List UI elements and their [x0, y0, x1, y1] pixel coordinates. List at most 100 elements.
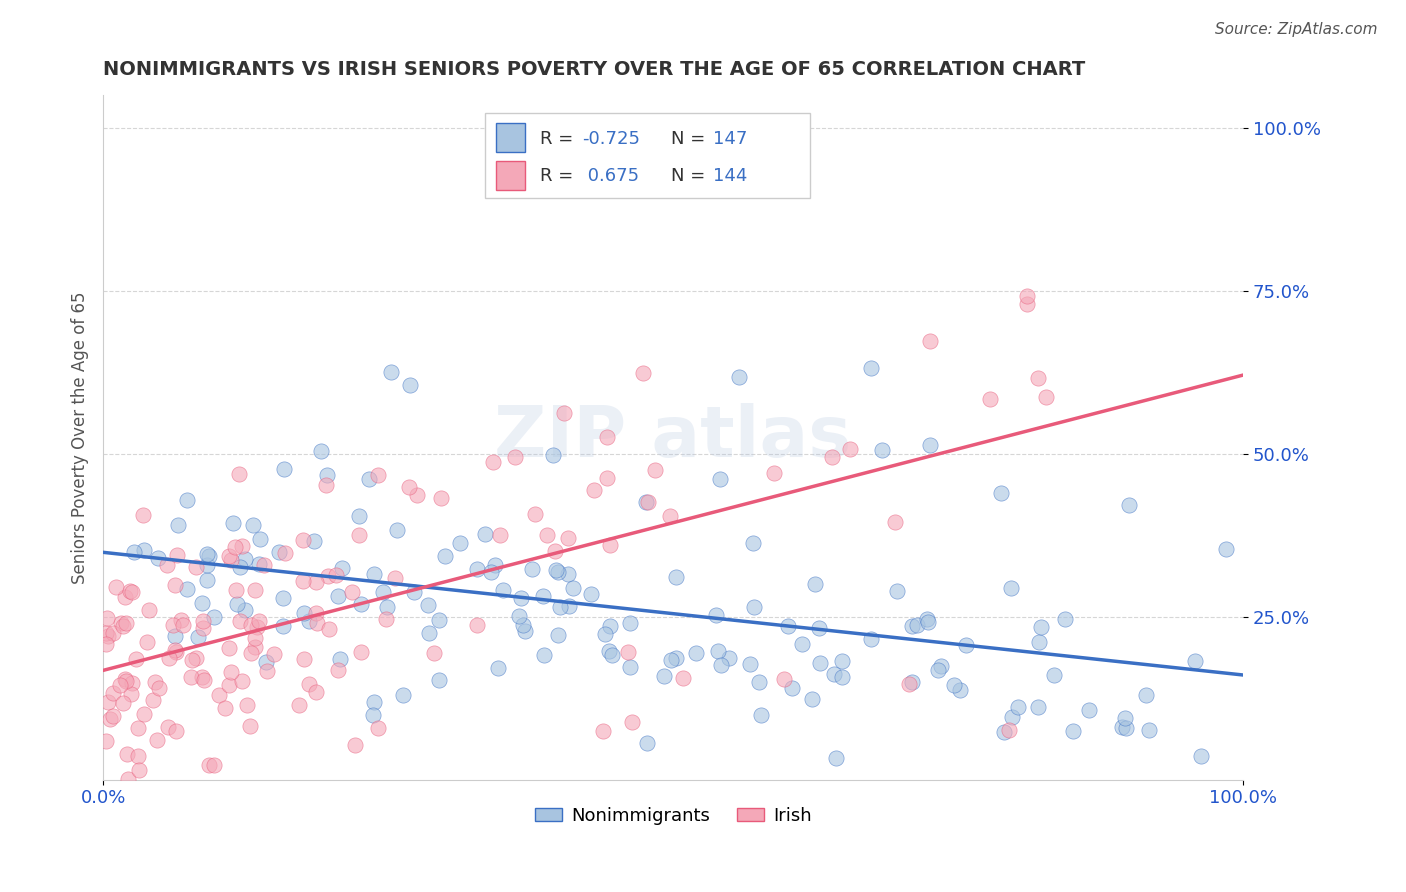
- Nonimmigrants: [859, 361, 882, 376]
- Nonimmigrants: [254, 655, 277, 669]
- Irish: [127, 748, 149, 763]
- Nonimmigrants: [148, 551, 170, 566]
- Irish: [839, 442, 862, 457]
- Irish: [198, 757, 221, 772]
- Nonimmigrants: [562, 581, 585, 595]
- Nonimmigrants: [449, 536, 471, 550]
- Irish: [488, 528, 510, 542]
- Irish: [186, 650, 208, 665]
- Irish: [218, 549, 240, 564]
- Irish: [247, 614, 270, 628]
- Irish: [315, 478, 337, 492]
- Nonimmigrants: [309, 444, 332, 458]
- Irish: [193, 621, 215, 635]
- Nonimmigrants: [347, 508, 370, 523]
- Nonimmigrants: [465, 561, 488, 575]
- Irish: [128, 763, 150, 777]
- Nonimmigrants: [418, 625, 440, 640]
- Irish: [97, 629, 120, 643]
- Nonimmigrants: [685, 646, 707, 660]
- Nonimmigrants: [166, 517, 188, 532]
- Nonimmigrants: [1137, 723, 1160, 737]
- Nonimmigrants: [176, 582, 198, 597]
- Nonimmigrants: [619, 615, 641, 630]
- Irish: [583, 483, 606, 498]
- Nonimmigrants: [905, 618, 928, 632]
- Irish: [616, 645, 638, 659]
- Irish: [821, 450, 844, 465]
- Nonimmigrants: [427, 673, 450, 688]
- Irish: [406, 488, 429, 502]
- Irish: [159, 650, 181, 665]
- Nonimmigrants: [942, 678, 965, 692]
- Irish: [108, 678, 131, 692]
- Irish: [596, 430, 619, 444]
- Irish: [918, 334, 941, 349]
- Nonimmigrants: [242, 517, 264, 532]
- Nonimmigrants: [665, 569, 688, 583]
- Text: R =: R =: [540, 129, 579, 147]
- Irish: [544, 543, 567, 558]
- Irish: [208, 688, 231, 702]
- Irish: [772, 672, 794, 686]
- Irish: [157, 720, 180, 734]
- Nonimmigrants: [748, 675, 770, 690]
- Nonimmigrants: [302, 533, 325, 548]
- Nonimmigrants: [634, 495, 657, 509]
- Irish: [166, 548, 188, 562]
- Nonimmigrants: [1215, 542, 1237, 557]
- Nonimmigrants: [326, 589, 349, 603]
- Irish: [897, 677, 920, 691]
- Text: -0.725: -0.725: [582, 129, 640, 147]
- Nonimmigrants: [1135, 688, 1157, 702]
- Irish: [142, 693, 165, 707]
- Irish: [672, 671, 695, 685]
- Irish: [398, 480, 420, 494]
- Nonimmigrants: [1111, 720, 1133, 734]
- Nonimmigrants: [316, 468, 339, 483]
- Nonimmigrants: [418, 598, 440, 612]
- FancyBboxPatch shape: [496, 123, 524, 153]
- Nonimmigrants: [929, 659, 952, 673]
- Nonimmigrants: [776, 619, 799, 633]
- Irish: [219, 665, 242, 680]
- Irish: [114, 591, 136, 605]
- Nonimmigrants: [557, 566, 579, 581]
- Nonimmigrants: [831, 670, 853, 684]
- Nonimmigrants: [350, 597, 373, 611]
- Nonimmigrants: [1184, 654, 1206, 668]
- Irish: [631, 366, 654, 380]
- Irish: [165, 644, 187, 658]
- Irish: [240, 646, 263, 660]
- Nonimmigrants: [749, 708, 772, 723]
- Nonimmigrants: [1026, 700, 1049, 714]
- Nonimmigrants: [235, 552, 257, 566]
- Nonimmigrants: [225, 597, 247, 611]
- Text: N =: N =: [671, 167, 711, 186]
- Nonimmigrants: [547, 628, 569, 642]
- Irish: [305, 685, 328, 699]
- Text: R =: R =: [540, 167, 579, 186]
- Irish: [305, 574, 328, 589]
- Nonimmigrants: [508, 609, 530, 624]
- Irish: [637, 495, 659, 509]
- Nonimmigrants: [229, 560, 252, 574]
- Nonimmigrants: [824, 751, 846, 765]
- Nonimmigrants: [704, 607, 727, 622]
- Irish: [465, 617, 488, 632]
- Nonimmigrants: [917, 615, 939, 629]
- Irish: [430, 491, 453, 505]
- Irish: [239, 719, 262, 733]
- Irish: [184, 560, 207, 574]
- Nonimmigrants: [531, 589, 554, 603]
- Nonimmigrants: [163, 629, 186, 643]
- Nonimmigrants: [1118, 498, 1140, 512]
- Nonimmigrants: [122, 545, 145, 559]
- Irish: [998, 723, 1021, 737]
- Irish: [367, 722, 389, 736]
- Irish: [979, 392, 1001, 407]
- Text: NONIMMIGRANTS VS IRISH SENIORS POVERTY OVER THE AGE OF 65 CORRELATION CHART: NONIMMIGRANTS VS IRISH SENIORS POVERTY O…: [103, 60, 1085, 78]
- Nonimmigrants: [433, 549, 456, 564]
- Irish: [596, 471, 619, 485]
- Nonimmigrants: [860, 632, 883, 646]
